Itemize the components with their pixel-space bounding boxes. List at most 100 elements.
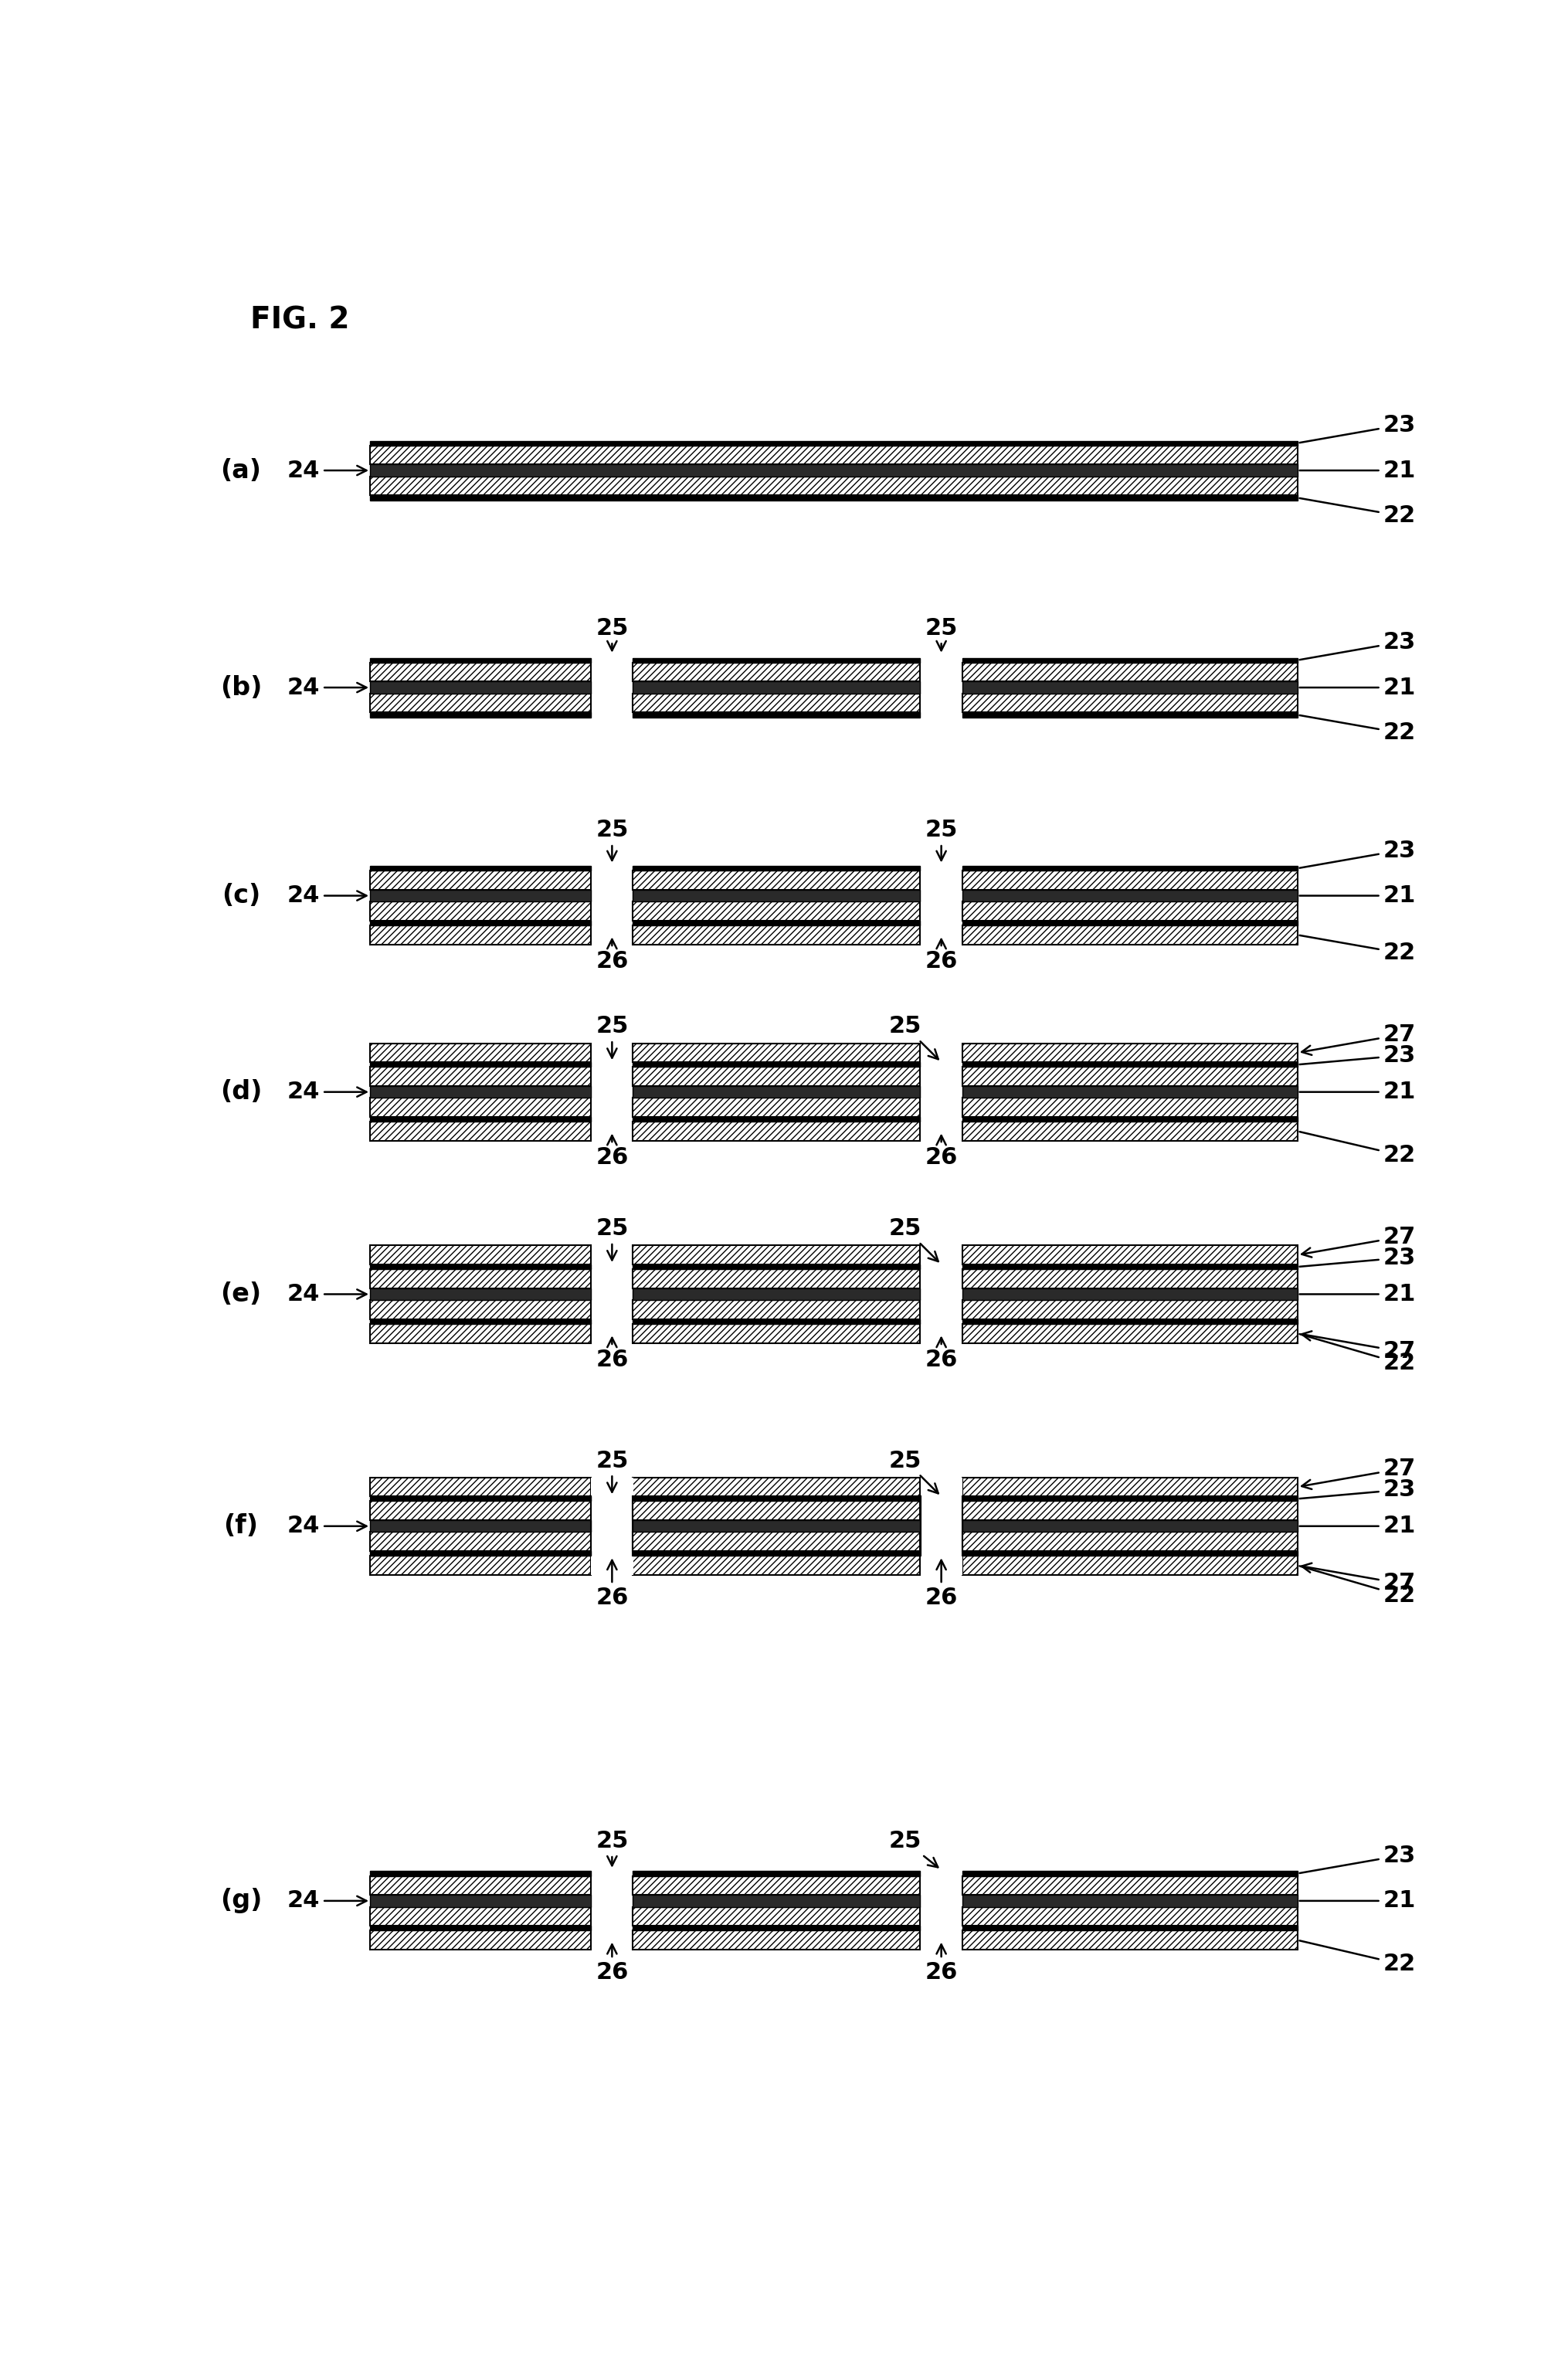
Bar bbox=[633, 866, 920, 870]
Bar bbox=[633, 901, 920, 920]
Bar bbox=[370, 1519, 591, 1531]
Text: 26: 26 bbox=[925, 1135, 958, 1168]
Bar bbox=[963, 920, 1297, 925]
Bar bbox=[633, 663, 920, 682]
Bar bbox=[633, 1123, 920, 1142]
Bar bbox=[370, 1906, 591, 1925]
Text: 24: 24 bbox=[287, 460, 367, 481]
Text: 25: 25 bbox=[889, 1448, 938, 1493]
Text: 25: 25 bbox=[925, 819, 958, 861]
Text: 22: 22 bbox=[1300, 498, 1416, 526]
Bar bbox=[963, 1531, 1297, 1552]
Text: 25: 25 bbox=[596, 616, 629, 651]
Text: 26: 26 bbox=[925, 1944, 958, 1984]
Bar bbox=[370, 1066, 591, 1085]
Bar bbox=[633, 1246, 920, 1264]
Bar bbox=[963, 889, 1297, 901]
Bar bbox=[963, 1477, 1297, 1496]
Bar bbox=[370, 1288, 591, 1300]
Bar bbox=[963, 1062, 1297, 1066]
Text: 25: 25 bbox=[889, 1831, 938, 1868]
Bar bbox=[633, 1085, 920, 1097]
Bar bbox=[633, 1062, 920, 1066]
Bar bbox=[963, 1288, 1297, 1300]
Text: (a): (a) bbox=[221, 458, 262, 484]
Text: 23: 23 bbox=[1300, 1479, 1416, 1500]
Bar bbox=[633, 1519, 920, 1531]
Bar bbox=[370, 1116, 591, 1123]
Bar bbox=[633, 1871, 920, 1875]
Text: 22: 22 bbox=[1300, 1566, 1416, 1606]
Text: 25: 25 bbox=[925, 616, 958, 651]
Bar bbox=[370, 1871, 591, 1875]
Bar bbox=[963, 1500, 1297, 1519]
Bar bbox=[963, 1288, 1297, 1300]
Bar bbox=[963, 682, 1297, 694]
Text: 21: 21 bbox=[1300, 1514, 1416, 1538]
Bar bbox=[963, 1043, 1297, 1062]
Bar bbox=[963, 1894, 1297, 1906]
Bar bbox=[633, 658, 920, 663]
Bar bbox=[963, 1552, 1297, 1557]
Bar bbox=[633, 1300, 920, 1319]
Bar bbox=[963, 870, 1297, 889]
Bar bbox=[633, 1894, 920, 1906]
Bar bbox=[633, 712, 920, 717]
Bar bbox=[633, 1043, 920, 1062]
Bar bbox=[370, 1123, 591, 1142]
Text: 26: 26 bbox=[596, 1338, 629, 1371]
Bar bbox=[370, 1246, 591, 1264]
Bar bbox=[633, 1531, 920, 1552]
Bar bbox=[963, 1319, 1297, 1323]
Bar bbox=[633, 1097, 920, 1116]
Text: 22: 22 bbox=[1300, 1335, 1416, 1375]
Text: 23: 23 bbox=[1300, 1246, 1416, 1269]
Bar bbox=[633, 1323, 920, 1342]
Text: 27: 27 bbox=[1301, 1564, 1416, 1595]
Bar bbox=[963, 1066, 1297, 1085]
Text: (d): (d) bbox=[220, 1078, 262, 1104]
Bar bbox=[963, 1246, 1297, 1264]
Bar bbox=[963, 1925, 1297, 1930]
Bar bbox=[633, 1116, 920, 1123]
Text: 27: 27 bbox=[1301, 1227, 1416, 1257]
Text: 22: 22 bbox=[1300, 715, 1416, 743]
Bar bbox=[963, 658, 1297, 663]
Bar bbox=[633, 1085, 920, 1097]
Bar bbox=[370, 446, 1297, 465]
Bar bbox=[963, 1519, 1297, 1531]
Bar bbox=[963, 1871, 1297, 1875]
Bar bbox=[370, 1531, 591, 1552]
Bar bbox=[920, 1477, 963, 1496]
Text: 23: 23 bbox=[1300, 840, 1416, 868]
Bar bbox=[633, 1319, 920, 1323]
Bar bbox=[370, 1097, 591, 1116]
Bar bbox=[633, 889, 920, 901]
Bar bbox=[370, 682, 591, 694]
Bar bbox=[633, 682, 920, 694]
Bar bbox=[963, 663, 1297, 682]
Bar bbox=[370, 465, 1297, 477]
Bar bbox=[370, 889, 591, 901]
Bar bbox=[633, 694, 920, 712]
Bar bbox=[633, 1894, 920, 1906]
Text: 21: 21 bbox=[1300, 677, 1416, 698]
Text: (b): (b) bbox=[220, 675, 262, 701]
Bar bbox=[370, 1930, 591, 1949]
Bar bbox=[963, 1264, 1297, 1269]
Bar bbox=[633, 1906, 920, 1925]
Bar bbox=[963, 925, 1297, 944]
Bar bbox=[370, 1875, 591, 1894]
Bar bbox=[633, 1500, 920, 1519]
Bar bbox=[633, 925, 920, 944]
Bar bbox=[370, 866, 591, 870]
Bar bbox=[370, 1085, 591, 1097]
Bar bbox=[963, 1906, 1297, 1925]
Bar bbox=[370, 920, 591, 925]
Bar bbox=[963, 1323, 1297, 1342]
Bar bbox=[370, 1085, 591, 1097]
Text: 26: 26 bbox=[925, 1338, 958, 1371]
Bar bbox=[370, 1319, 591, 1323]
Text: 25: 25 bbox=[596, 1014, 629, 1057]
Bar bbox=[963, 1496, 1297, 1500]
